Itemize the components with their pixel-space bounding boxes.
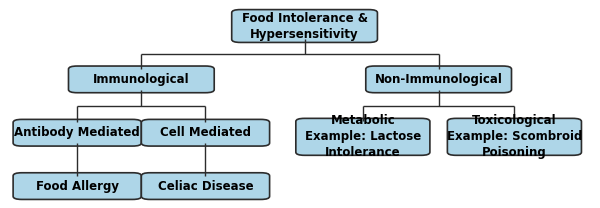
Text: Celiac Disease: Celiac Disease	[158, 180, 253, 193]
FancyBboxPatch shape	[142, 173, 269, 199]
Text: Metabolic
Example: Lactose
Intolerance: Metabolic Example: Lactose Intolerance	[305, 114, 421, 159]
Text: Food Allergy: Food Allergy	[36, 180, 119, 193]
FancyBboxPatch shape	[296, 118, 430, 155]
FancyBboxPatch shape	[142, 119, 269, 146]
FancyBboxPatch shape	[448, 118, 581, 155]
Text: Immunological: Immunological	[93, 73, 190, 86]
FancyBboxPatch shape	[232, 10, 377, 42]
Text: Cell Mediated: Cell Mediated	[160, 126, 251, 139]
FancyBboxPatch shape	[68, 66, 214, 93]
Text: Non-Immunological: Non-Immunological	[375, 73, 503, 86]
Text: Antibody Mediated: Antibody Mediated	[14, 126, 140, 139]
FancyBboxPatch shape	[366, 66, 512, 93]
Text: Toxicological
Example: Scombroid
Poisoning: Toxicological Example: Scombroid Poisoni…	[447, 114, 582, 159]
FancyBboxPatch shape	[13, 173, 142, 199]
FancyBboxPatch shape	[13, 119, 142, 146]
Text: Food Intolerance &
Hypersensitivity: Food Intolerance & Hypersensitivity	[242, 11, 368, 41]
